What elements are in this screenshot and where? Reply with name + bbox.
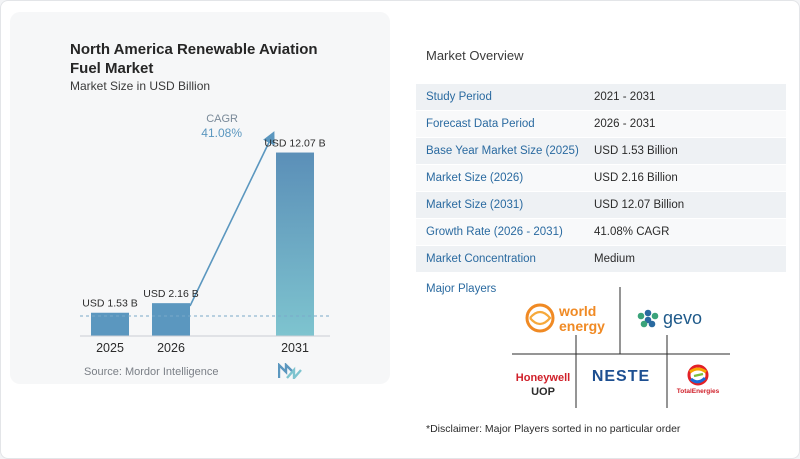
chart-title: North America Renewable Aviation Fuel Ma…	[70, 41, 318, 77]
row-value: 2021 - 2031	[594, 91, 656, 103]
table-row: Study Period 2021 - 2031	[416, 84, 786, 111]
disclaimer-text: *Disclaimer: Major Players sorted in no …	[426, 423, 681, 435]
row-label: Market Concentration	[426, 253, 536, 265]
bar-2026	[152, 303, 190, 336]
row-value: USD 2.16 Billion	[594, 172, 678, 184]
overview-table: Study Period 2021 - 2031 Forecast Data Pe…	[416, 84, 786, 273]
data-label-2025: USD 1.53 B	[82, 298, 137, 310]
row-label: Forecast Data Period	[426, 118, 535, 130]
cagr-value: 41.08%	[201, 126, 242, 140]
x-tick-label-2026: 2026	[157, 341, 185, 355]
source-text: Source: Mordor Intelligence	[84, 366, 219, 378]
row-value: USD 12.07 Billion	[594, 199, 685, 211]
mordor-intelligence-logo-icon	[278, 363, 302, 379]
row-value: 41.08% CAGR	[594, 226, 670, 238]
table-row: Base Year Market Size (2025) USD 1.53 Bil…	[416, 138, 786, 165]
row-value: USD 1.53 Billion	[594, 145, 678, 157]
cagr-arrow	[189, 131, 275, 307]
row-label: Study Period	[426, 91, 492, 103]
chart-subtitle: Market Size in USD Billion	[70, 79, 211, 93]
chart-card	[10, 12, 390, 384]
data-label-2031: USD 12.07 B	[264, 138, 325, 150]
table-row: Market Size (2026) USD 2.16 Billion	[416, 165, 786, 192]
x-tick-label-2025: 2025	[96, 341, 124, 355]
row-label: Growth Rate (2026 - 2031)	[426, 226, 563, 238]
row-label: Base Year Market Size (2025)	[426, 145, 579, 157]
row-value: Medium	[594, 253, 635, 265]
bar-2025	[91, 312, 129, 336]
major-players-title: Major Players	[426, 283, 497, 295]
cagr-label: CAGR	[206, 113, 238, 125]
bar-2031	[276, 152, 314, 336]
data-label-2026: USD 2.16 B	[143, 288, 198, 300]
row-label: Market Size (2026)	[426, 172, 524, 184]
overview-title: Market Overview	[426, 48, 524, 63]
table-row: Growth Rate (2026 - 2031) 41.08% CAGR	[416, 219, 786, 246]
row-value: 2026 - 2031	[594, 118, 656, 130]
table-row: Market Size (2031) USD 12.07 Billion	[416, 192, 786, 219]
market-size-chart: CAGR 41.08% USD 1.53 B 2025 USD 2.16 B 2026…	[80, 113, 330, 355]
x-tick-label-2031: 2031	[281, 341, 309, 355]
table-row: Market Concentration Medium	[416, 246, 786, 273]
row-label: Market Size (2031)	[426, 199, 524, 211]
table-row: Forecast Data Period 2026 - 2031	[416, 111, 786, 138]
